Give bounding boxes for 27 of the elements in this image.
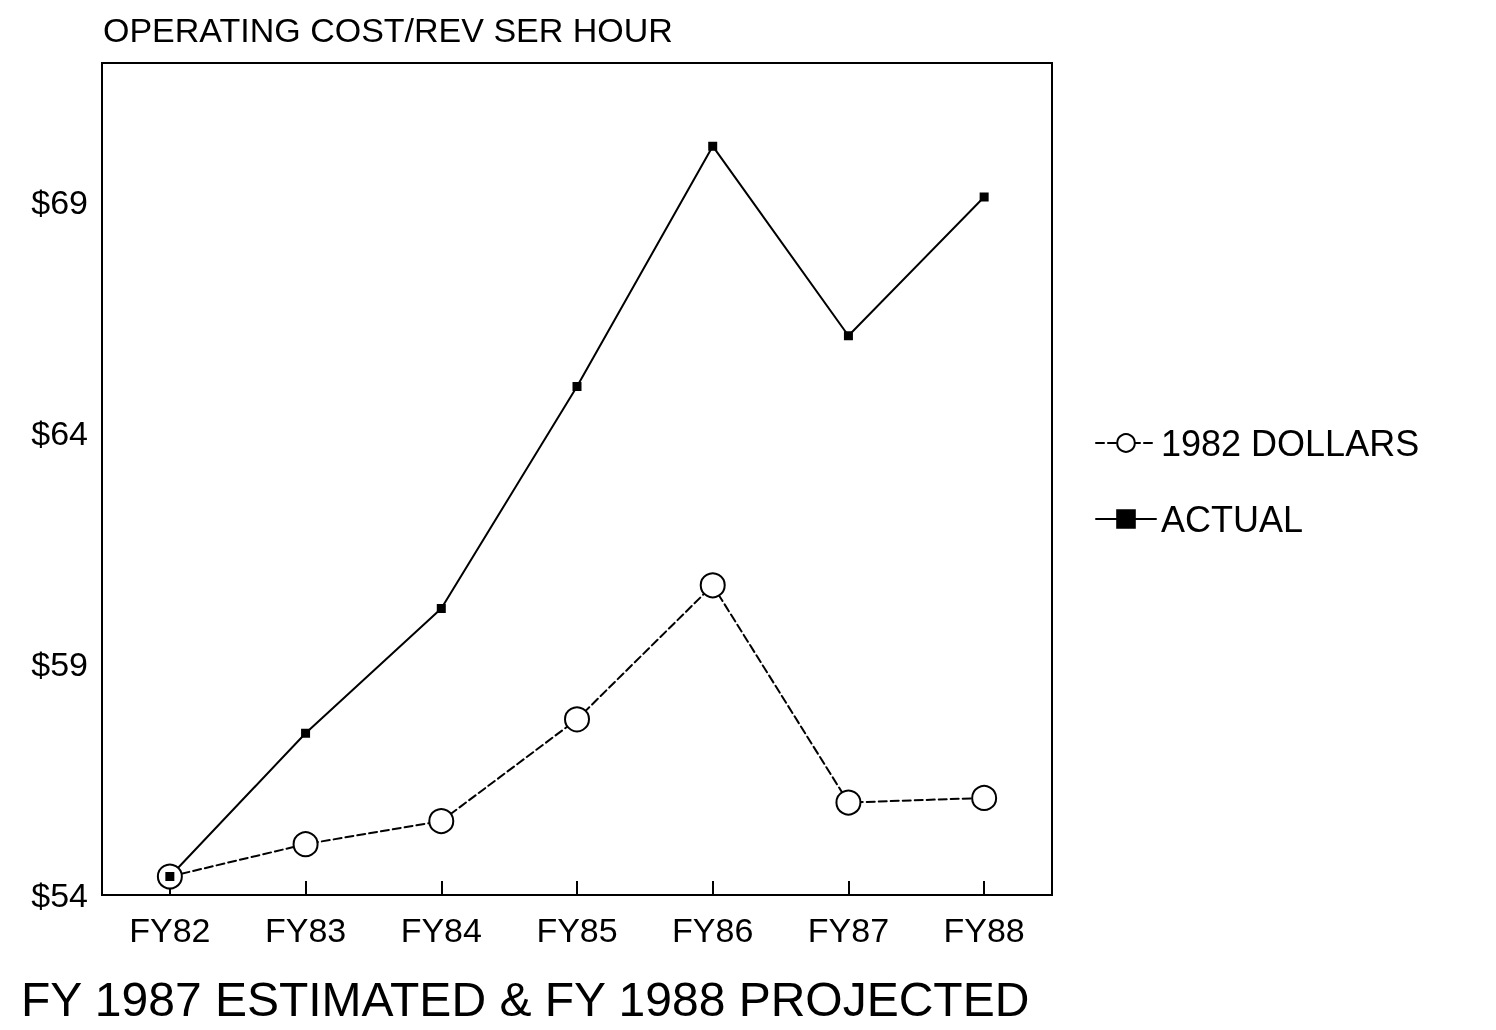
point xyxy=(428,808,455,835)
x-axis-title: FY 1987 ESTIMATED & FY 1988 PROJECTED xyxy=(21,972,1030,1026)
x-tick-label: FY86 xyxy=(672,911,754,949)
chart-title: OPERATING COST/REV SER HOUR xyxy=(103,11,673,49)
y-tick-label: $59 xyxy=(31,644,88,683)
point xyxy=(436,603,446,613)
point xyxy=(843,331,853,341)
point xyxy=(708,141,718,151)
point xyxy=(699,572,726,599)
x-tick-label: FY84 xyxy=(400,911,482,949)
y-tick-label: $69 xyxy=(31,182,88,221)
x-tick-label: FY85 xyxy=(536,911,618,949)
point xyxy=(292,831,319,858)
point xyxy=(572,382,582,392)
y-tick-label: $64 xyxy=(31,413,88,452)
point xyxy=(979,192,989,202)
x-tick-label: FY87 xyxy=(807,911,890,949)
x-tick-label: FY82 xyxy=(129,911,211,949)
legend-label: 1982 DOLLARS xyxy=(1161,422,1420,464)
y-tick-label: $54 xyxy=(31,876,88,914)
x-tick-label: FY83 xyxy=(264,911,347,949)
legend-label: ACTUAL xyxy=(1161,498,1304,540)
point xyxy=(301,728,311,738)
x-tick-label: FY88 xyxy=(943,911,1025,949)
point xyxy=(835,789,862,816)
point xyxy=(971,784,998,811)
point xyxy=(564,706,590,733)
